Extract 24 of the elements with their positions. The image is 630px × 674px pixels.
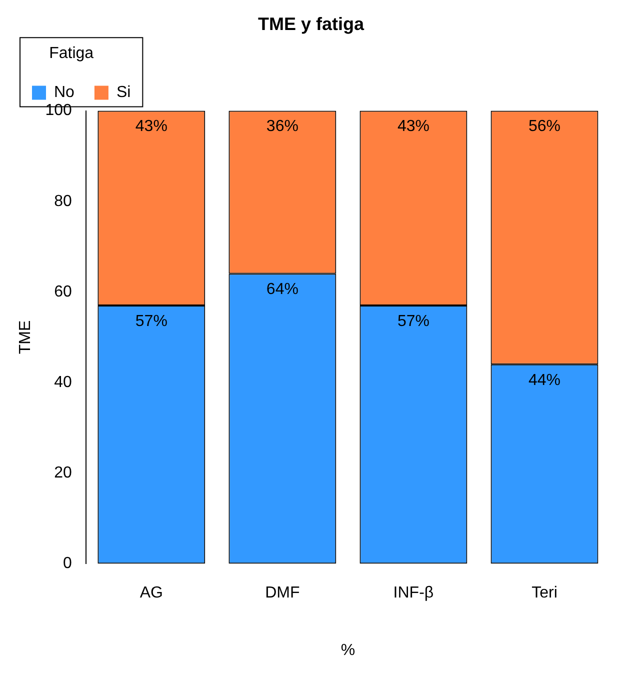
y-axis-title: TME — [17, 320, 34, 354]
x-tick-label: AG — [140, 584, 163, 602]
x-tick-label: DMF — [265, 584, 300, 602]
chart-title: TME y fatiga — [258, 14, 365, 34]
data-label: 44% — [528, 372, 561, 389]
y-tick-label: 60 — [54, 283, 72, 300]
data-label: 56% — [528, 118, 561, 136]
data-label: 36% — [266, 118, 298, 136]
y-tick-label: 40 — [54, 374, 72, 391]
data-label: 64% — [266, 281, 298, 298]
data-label: 43% — [135, 118, 168, 136]
x-tick-label: Teri — [532, 584, 558, 602]
y-tick-label: 20 — [54, 464, 72, 482]
legend-label: Si — [116, 84, 131, 102]
data-label: 57% — [135, 312, 168, 330]
y-tick-label: 0 — [62, 555, 72, 572]
data-label: 57% — [397, 312, 430, 330]
y-tick-label: 80 — [54, 192, 72, 210]
data-label: 43% — [397, 118, 430, 136]
x-tick-label: INF-β — [393, 584, 434, 602]
legend-label: No — [54, 84, 75, 102]
x-axis-title: % — [340, 642, 356, 659]
legend-title: Fatiga — [49, 45, 94, 62]
y-tick-label: 100 — [45, 102, 72, 120]
